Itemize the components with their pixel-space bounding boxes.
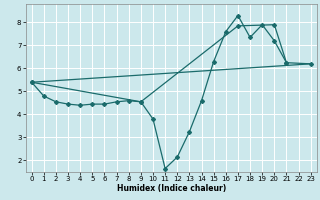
X-axis label: Humidex (Indice chaleur): Humidex (Indice chaleur): [116, 184, 226, 193]
